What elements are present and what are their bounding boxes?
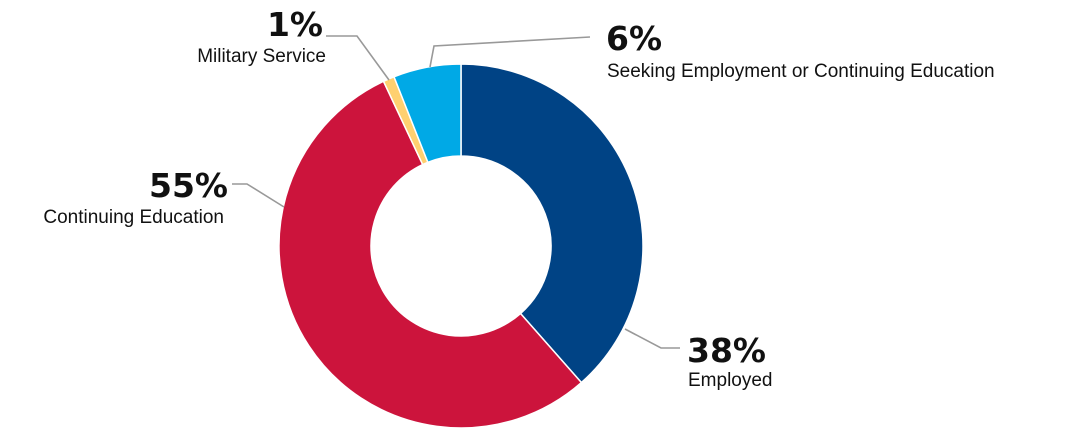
slice-value-military-service: 1%	[267, 5, 323, 44]
leader-line-continuing-education	[232, 183, 285, 208]
slice-value-employed: 38%	[687, 331, 766, 370]
donut-slices	[278, 63, 644, 428]
leader-lines	[232, 35, 680, 349]
slice-value-seeking-employment: 6%	[606, 19, 662, 58]
slice-employed	[460, 63, 644, 384]
leader-line-employed	[624, 328, 680, 349]
slice-label-continuing-education: Continuing Education	[43, 207, 224, 228]
slice-label-employed: Employed	[688, 370, 773, 391]
slice-continuing-education	[278, 80, 583, 428]
slice-value-continuing-education: 55%	[149, 166, 228, 205]
slice-seeking-employment-or-continuing-education	[393, 63, 462, 164]
slice-label-seeking-employment: Seeking Employment or Continuing Educati…	[607, 61, 995, 82]
slice-label-military-service: Military Service	[197, 46, 326, 67]
leader-line-seeking-employment	[429, 36, 591, 68]
leader-line-military-service	[326, 35, 390, 81]
slice-labels: 38% Employed 55% Continuing Education 1%…	[43, 5, 994, 391]
